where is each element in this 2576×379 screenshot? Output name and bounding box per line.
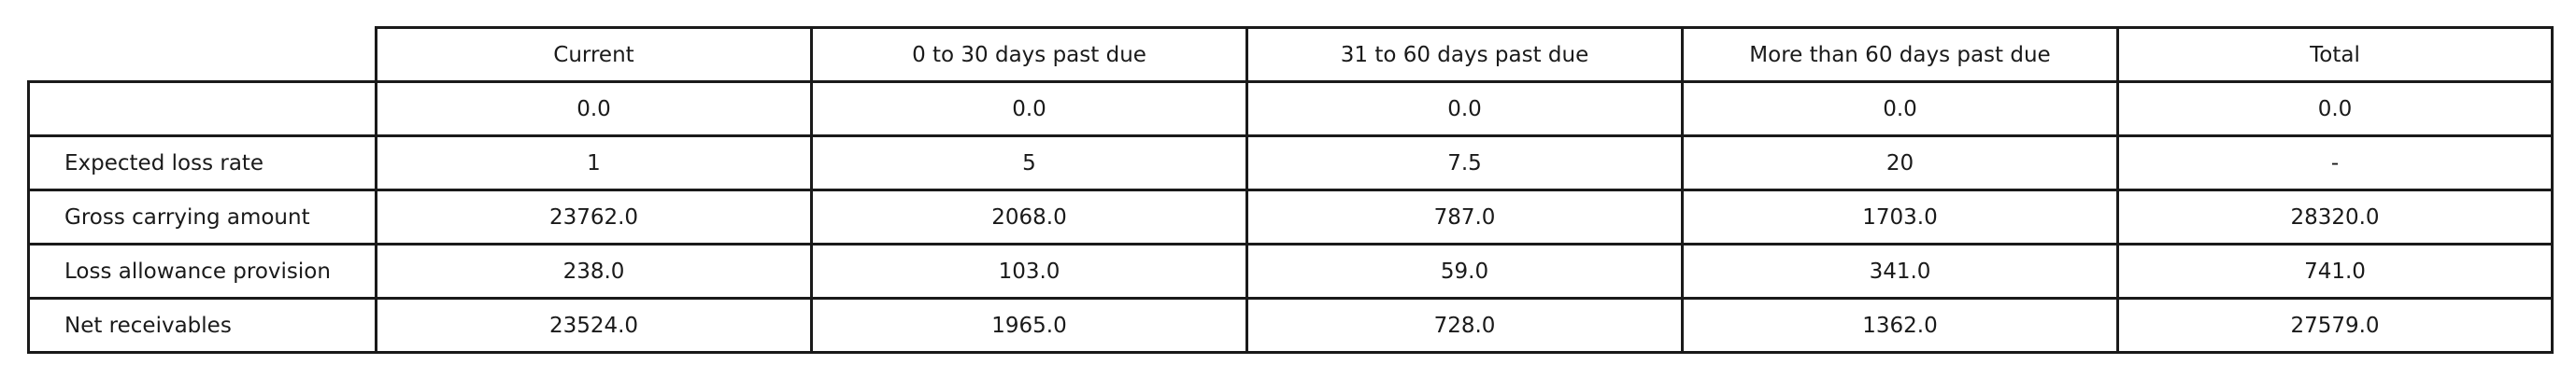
- table-cell: 28320.0: [2116, 189, 2554, 246]
- column-header-current: Current: [375, 26, 813, 83]
- table-cell: 1362.0: [1681, 297, 2119, 354]
- table-cell: 27579.0: [2116, 297, 2554, 354]
- table-cell: 238.0: [375, 243, 813, 300]
- table-cell: 5: [810, 134, 1248, 191]
- table-cell: 787.0: [1245, 189, 1684, 246]
- table-row: Expected loss rate 1 5 7.5 20 -: [27, 134, 2554, 191]
- table-row: 0.0 0.0 0.0 0.0 0.0: [27, 80, 2554, 137]
- row-label: [27, 80, 377, 137]
- column-header-31-60-days: 31 to 60 days past due: [1245, 26, 1684, 83]
- table-cell: 1: [375, 134, 813, 191]
- table-row: Net receivables 23524.0 1965.0 728.0 136…: [27, 297, 2554, 354]
- table-cell: 20: [1681, 134, 2119, 191]
- table-row: Gross carrying amount 23762.0 2068.0 787…: [27, 189, 2554, 246]
- blank-corner-cell: [29, 28, 377, 82]
- row-label: Expected loss rate: [27, 134, 377, 191]
- row-label: Loss allowance provision: [27, 243, 377, 300]
- table-cell: 7.5: [1245, 134, 1684, 191]
- table-row: Loss allowance provision 238.0 103.0 59.…: [27, 243, 2554, 300]
- row-label: Net receivables: [27, 297, 377, 354]
- table-cell: 23762.0: [375, 189, 813, 246]
- table-cell: 59.0: [1245, 243, 1684, 300]
- table-cell: -: [2116, 134, 2554, 191]
- table-cell: 341.0: [1681, 243, 2119, 300]
- table-cell: 0.0: [810, 80, 1248, 137]
- table-cell: 741.0: [2116, 243, 2554, 300]
- header-row: Current 0 to 30 days past due 31 to 60 d…: [29, 26, 2554, 83]
- table-cell: 1703.0: [1681, 189, 2119, 246]
- table-cell: 0.0: [375, 80, 813, 137]
- table-cell: 103.0: [810, 243, 1248, 300]
- table-cell: 0.0: [1245, 80, 1684, 137]
- table-cell: 728.0: [1245, 297, 1684, 354]
- loss-allowance-table: Current 0 to 30 days past due 31 to 60 d…: [27, 26, 2554, 354]
- table-cell: 0.0: [1681, 80, 2119, 137]
- table-cell: 1965.0: [810, 297, 1248, 354]
- column-header-over-60-days: More than 60 days past due: [1681, 26, 2119, 83]
- table-cell: 2068.0: [810, 189, 1248, 246]
- row-label: Gross carrying amount: [27, 189, 377, 246]
- table-cell: 0.0: [2116, 80, 2554, 137]
- column-header-0-30-days: 0 to 30 days past due: [810, 26, 1248, 83]
- column-header-total: Total: [2116, 26, 2554, 83]
- table-cell: 23524.0: [375, 297, 813, 354]
